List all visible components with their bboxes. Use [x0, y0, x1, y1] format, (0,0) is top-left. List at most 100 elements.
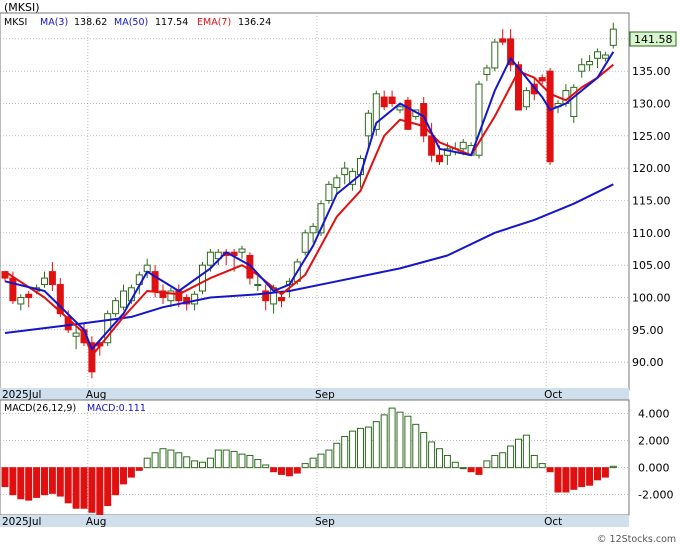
candle-body [9, 277, 17, 302]
candle-body [586, 60, 594, 66]
candle-body [254, 284, 262, 287]
macd-bar [96, 467, 104, 516]
macd-bar [570, 467, 578, 490]
macd-bar [127, 467, 135, 478]
macd-label: MACD(26,12,9) [4, 403, 76, 414]
macd-bar [1, 467, 9, 488]
macd-bar [72, 467, 80, 509]
macd-x-tick-label: Sep [315, 516, 335, 528]
last-price-label: 141.58 [634, 33, 673, 46]
price-x-tick-label: Sep [315, 389, 335, 401]
candle-body [278, 296, 285, 302]
macd-bar [349, 430, 357, 469]
candle-body [333, 177, 341, 189]
macd-bar [364, 426, 372, 469]
macd-bar [325, 449, 333, 469]
macd-bar [530, 454, 538, 469]
candle-body [364, 112, 372, 137]
candle-body [388, 96, 396, 105]
candle-body [317, 203, 325, 234]
price-tick-label: 115.00 [632, 195, 671, 208]
last-price-box [629, 31, 677, 47]
macd-bar [206, 457, 214, 469]
macd-bars [1, 407, 617, 516]
macd-bar [33, 467, 41, 498]
macd-bar [301, 463, 309, 469]
candle-body [325, 183, 333, 202]
macd-bar [151, 452, 159, 469]
macd-bar [609, 465, 617, 469]
price-x-axis: 2025Jul Aug Sep Oct [2, 389, 562, 401]
ma3-line [4, 51, 615, 351]
macd-value-label: MACD:0.111 [87, 403, 146, 414]
macd-bar [546, 467, 554, 473]
macd-bar [420, 431, 428, 469]
candle-body [48, 271, 56, 286]
candle-body [609, 28, 617, 46]
macd-bar [554, 467, 562, 493]
candle-body [72, 332, 80, 337]
macd-x-tick-label: 2025Jul [2, 516, 41, 528]
price-panel [0, 12, 630, 391]
candle-body [372, 93, 380, 130]
macd-bar [317, 453, 325, 469]
macd-bar [175, 452, 183, 469]
macd-bar [135, 467, 143, 471]
price-tick-label: 120.00 [632, 162, 671, 175]
macd-bar [467, 467, 475, 473]
macd-bar [183, 456, 191, 469]
candle-body [436, 154, 443, 163]
macd-bar [507, 445, 515, 469]
macd-bar [9, 467, 17, 496]
macd-bar [396, 411, 404, 469]
candle-body [396, 106, 404, 111]
macd-bar [538, 463, 546, 469]
macd-bar [199, 461, 206, 469]
macd-bar [191, 460, 199, 469]
candle-body [475, 83, 483, 156]
macd-bar [586, 467, 594, 486]
price-x-tick-label: 2025Jul [2, 389, 41, 401]
macd-bar [246, 454, 254, 469]
macd-bar [443, 454, 451, 469]
price-x-tick-label: Oct [544, 389, 562, 401]
price-x-tick-label: Aug [86, 389, 107, 401]
macd-bar [64, 467, 72, 504]
candle-body [56, 284, 64, 315]
macd-bar [459, 467, 467, 470]
candle-body [522, 90, 530, 108]
legend-ma3: MA(3) [40, 17, 68, 28]
macd-bar [372, 421, 380, 469]
candle-body [491, 41, 499, 69]
price-grid [0, 13, 629, 388]
macd-bar [436, 448, 443, 469]
macd-x-tick-label: Aug [86, 516, 107, 528]
macd-bar [380, 414, 388, 469]
macd-bar [475, 467, 483, 475]
legend-ticker: MKSI [4, 17, 27, 28]
macd-bar [515, 438, 522, 469]
candle-body [601, 54, 609, 59]
ma50-line [4, 183, 614, 334]
price-y-axis: 90.00 95.00 100.00 105.00 110.00 115.00 120.00… [632, 33, 671, 369]
macd-grid [0, 400, 629, 515]
candle-body [206, 251, 214, 266]
price-tick-label: 110.00 [632, 227, 671, 240]
candle-body [17, 296, 25, 305]
macd-bar [214, 449, 222, 469]
macd-bar [309, 457, 317, 469]
footer-credit: © 12Stocks.com [597, 534, 676, 545]
macd-bar [357, 427, 364, 469]
macd-bar [254, 459, 262, 469]
macd-bar [262, 464, 270, 469]
macd-bar [483, 460, 491, 469]
legend-ma3-value: 138.62 [74, 17, 107, 28]
macd-bar [120, 467, 127, 485]
macd-bar [25, 467, 33, 501]
macd-bar [104, 467, 112, 507]
macd-bar [17, 467, 25, 500]
legend-ema7: EMA(7) [197, 17, 231, 28]
candle-body [41, 277, 48, 286]
macd-bar [333, 442, 341, 469]
